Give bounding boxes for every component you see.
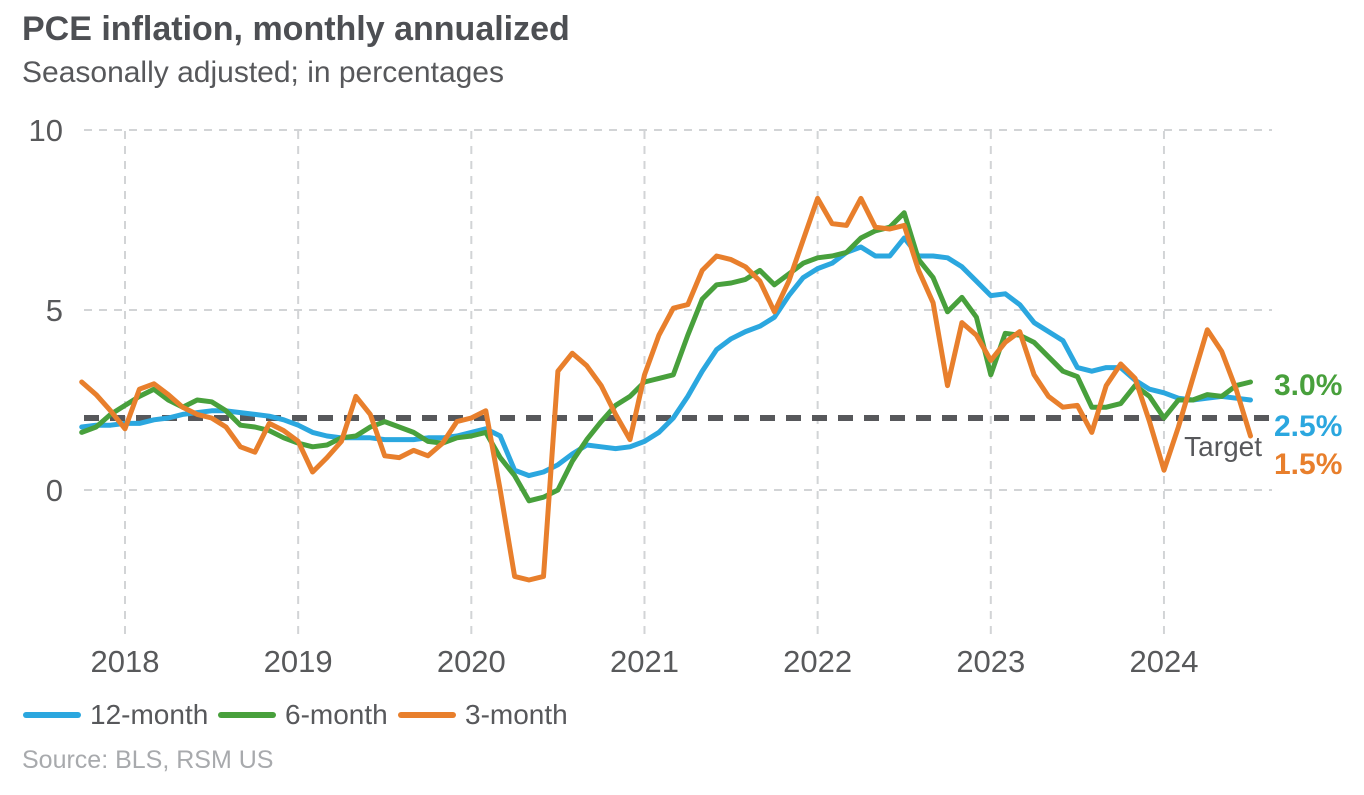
svg-text:2022: 2022 — [783, 644, 852, 679]
legend-label-3-month: 3-month — [465, 699, 568, 730]
svg-text:2021: 2021 — [610, 644, 679, 679]
svg-text:2023: 2023 — [956, 644, 1025, 679]
legend: 12-month 6-month 3-month — [0, 700, 1364, 734]
svg-text:2018: 2018 — [91, 644, 160, 679]
end-value-label-3-month: 1.5% — [1274, 448, 1343, 481]
end-value-label-12-month: 2.5% — [1274, 410, 1343, 443]
legend-line-swatch-3-month — [398, 712, 456, 718]
svg-text:2019: 2019 — [264, 644, 333, 679]
svg-text:5: 5 — [46, 293, 63, 328]
chart-subtitle: Seasonally adjusted; in percentages — [22, 56, 504, 89]
svg-text:2024: 2024 — [1129, 644, 1198, 679]
target-line-label: Target — [1184, 431, 1262, 462]
legend-item-6-month: 6-month — [218, 700, 388, 730]
chart-title: PCE inflation, monthly annualized — [22, 10, 570, 48]
svg-text:2020: 2020 — [437, 644, 506, 679]
legend-label-12-month: 12-month — [90, 699, 209, 730]
svg-text:0: 0 — [46, 473, 63, 508]
legend-item-3-month: 3-month — [398, 700, 568, 730]
legend-label-6-month: 6-month — [285, 699, 388, 730]
legend-line-swatch-12-month — [23, 712, 81, 718]
source-note: Source: BLS, RSM US — [22, 746, 274, 774]
legend-line-swatch-6-month — [218, 712, 276, 718]
legend-item-12-month: 12-month — [23, 700, 208, 730]
end-value-label-6-month: 3.0% — [1274, 369, 1343, 402]
svg-text:10: 10 — [29, 113, 63, 148]
